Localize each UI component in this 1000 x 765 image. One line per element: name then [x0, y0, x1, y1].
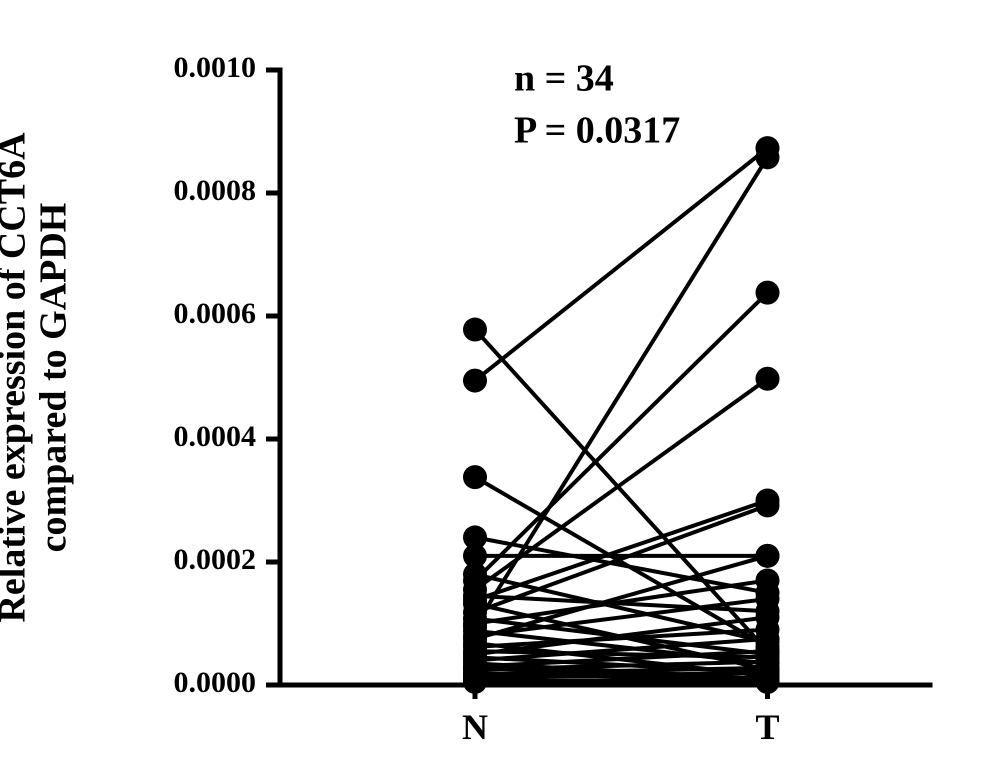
y-tick-label: 0.0008	[174, 174, 257, 207]
annotation-n: n = 34	[514, 57, 614, 99]
y-tick-label: 0.0000	[174, 666, 257, 699]
y-tick-label: 0.0010	[174, 51, 257, 84]
svg-text:Relative expression of CCT6Aco: Relative expression of CCT6Acompared to …	[0, 132, 75, 623]
chart-svg: 0.0000 0.0002 0.0004 0.0006 0.0008 0.0010 N T Re…	[0, 0, 1000, 765]
y-tick-label: 0.0002	[174, 543, 257, 576]
y-axis-label: Relative expression of CCT6Acompared to …	[0, 132, 75, 623]
x-tick-label: T	[755, 707, 779, 747]
y-tick-label: 0.0006	[174, 297, 257, 330]
annotation-p: P = 0.0317	[514, 110, 680, 152]
x-tick-label: N	[462, 707, 488, 747]
paired-scatter-chart: 0.0000 0.0002 0.0004 0.0006 0.0008 0.0010 N T Re…	[0, 0, 1000, 765]
y-tick-label: 0.0004	[174, 420, 257, 453]
